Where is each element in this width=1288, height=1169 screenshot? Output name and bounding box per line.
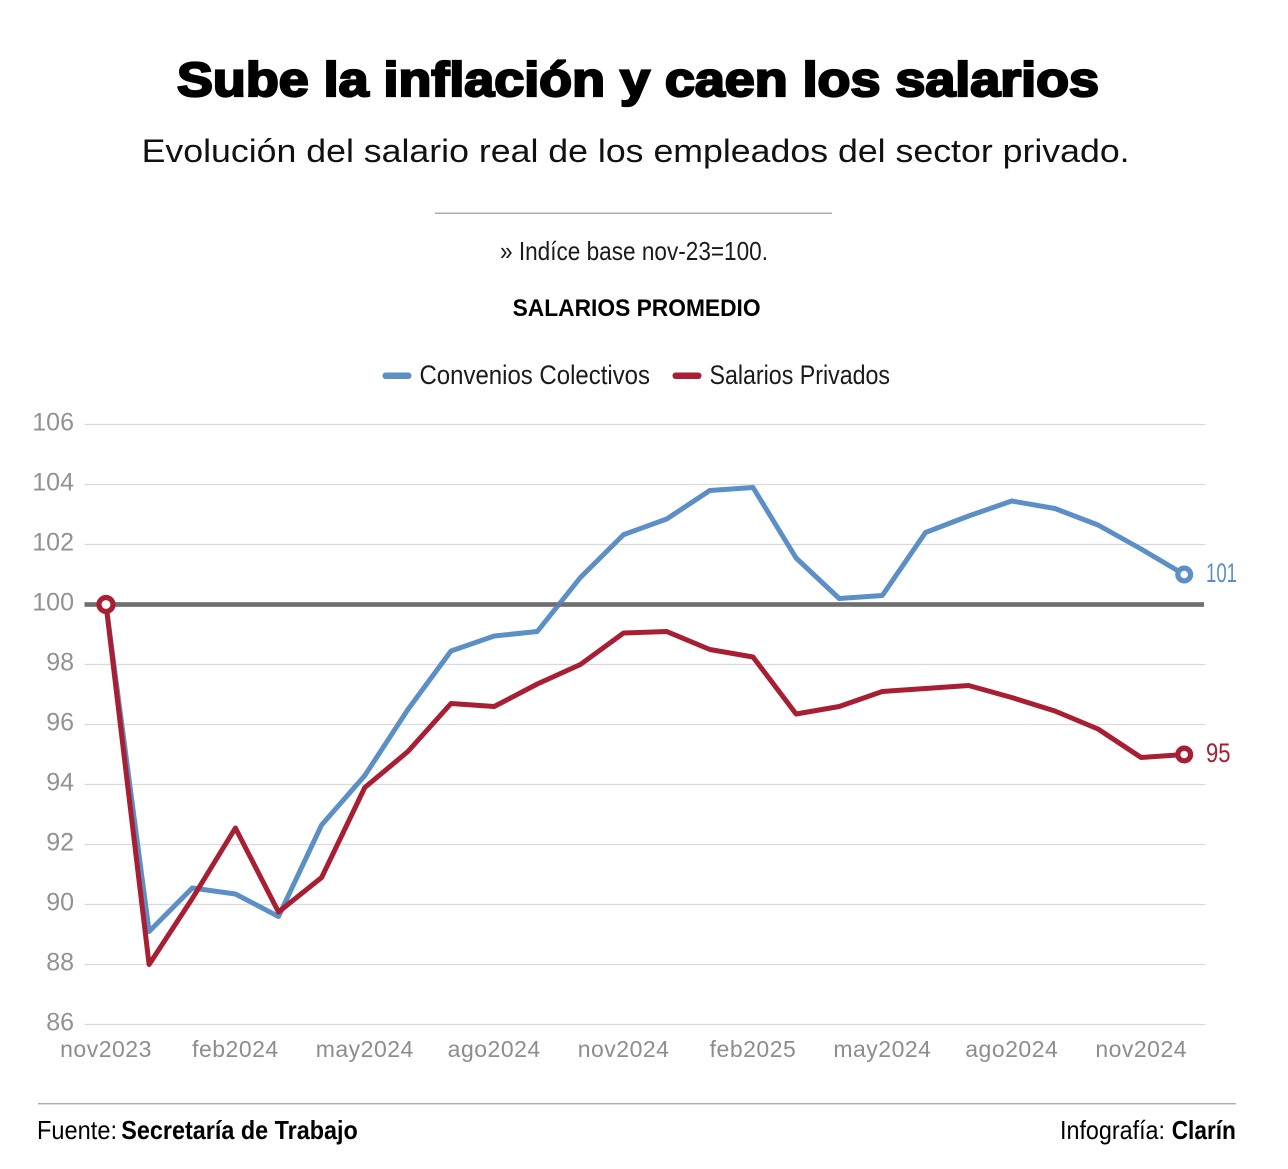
svg-text:feb2025: feb2025 <box>710 1036 797 1062</box>
svg-text:Fuente:: Fuente: <box>37 1115 117 1145</box>
svg-text:100: 100 <box>32 589 74 617</box>
svg-text:86: 86 <box>46 1009 74 1037</box>
svg-text:106: 106 <box>32 409 74 437</box>
svg-text:» Indíce base nov-23=100.: » Indíce base nov-23=100. <box>500 236 768 266</box>
svg-text:may2024: may2024 <box>316 1036 414 1062</box>
svg-text:92: 92 <box>46 829 74 857</box>
svg-text:Secretaría de Trabajo: Secretaría de Trabajo <box>121 1115 357 1145</box>
svg-text:Infografía:: Infografía: <box>1060 1115 1165 1145</box>
svg-text:Clarín: Clarín <box>1172 1115 1236 1145</box>
svg-text:SALARIOS PROMEDIO: SALARIOS PROMEDIO <box>513 295 761 322</box>
svg-text:98: 98 <box>46 649 74 677</box>
svg-text:ago2024: ago2024 <box>965 1036 1058 1062</box>
svg-text:88: 88 <box>46 949 74 977</box>
svg-text:95: 95 <box>1206 738 1231 768</box>
svg-text:90: 90 <box>46 889 74 917</box>
svg-text:ago2024: ago2024 <box>448 1036 541 1062</box>
svg-text:feb2024: feb2024 <box>192 1036 279 1062</box>
svg-text:104: 104 <box>32 469 74 497</box>
svg-text:Salarios Privados: Salarios Privados <box>710 360 891 390</box>
svg-text:101: 101 <box>1206 558 1237 588</box>
svg-text:nov2024: nov2024 <box>578 1036 670 1062</box>
svg-text:nov2023: nov2023 <box>60 1036 152 1062</box>
svg-text:nov2024: nov2024 <box>1095 1036 1187 1062</box>
svg-text:96: 96 <box>46 709 74 737</box>
svg-text:Evolución del salario real de: Evolución del salario real de los emplea… <box>142 133 1130 169</box>
svg-text:Sube la inflación y caen los s: Sube la inflación y caen los salarios <box>177 54 1099 107</box>
svg-text:102: 102 <box>32 529 74 557</box>
svg-text:94: 94 <box>46 769 74 797</box>
svg-text:Convenios Colectivos: Convenios Colectivos <box>420 360 651 390</box>
svg-text:may2024: may2024 <box>833 1036 931 1062</box>
